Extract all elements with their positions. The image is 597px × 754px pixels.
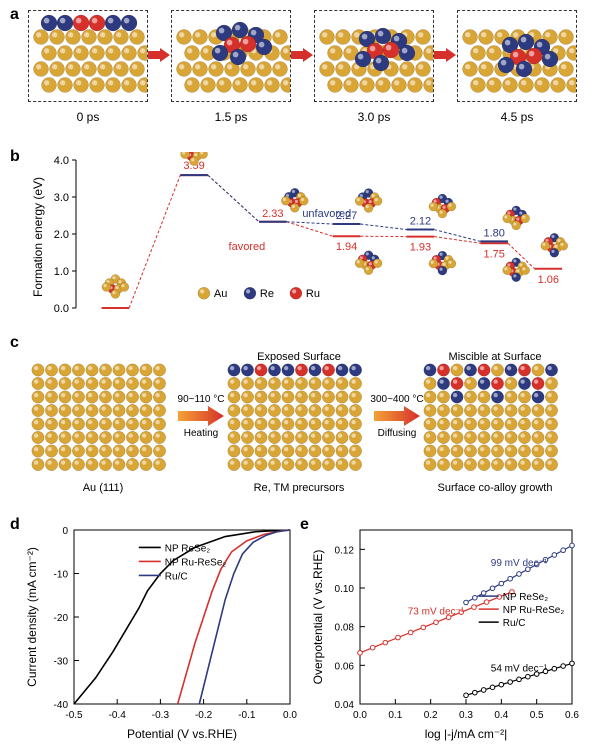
- sim-frame-3: [457, 10, 577, 102]
- svg-text:0.06: 0.06: [335, 661, 355, 672]
- svg-text:NP Ru-ReSe₂: NP Ru-ReSe₂: [165, 557, 227, 568]
- svg-text:1.75: 1.75: [483, 248, 504, 260]
- svg-text:Miscible at Surface: Miscible at Surface: [449, 352, 542, 363]
- svg-text:-0.5: -0.5: [65, 710, 83, 721]
- svg-text:3.0: 3.0: [54, 192, 69, 204]
- svg-text:0.5: 0.5: [530, 710, 544, 721]
- stage-label-0: Au (111): [28, 482, 178, 494]
- svg-text:0.3: 0.3: [459, 710, 473, 721]
- svg-text:2.33: 2.33: [262, 208, 283, 220]
- svg-text:0.08: 0.08: [335, 623, 355, 634]
- svg-text:-10: -10: [54, 570, 69, 581]
- svg-text:-0.3: -0.3: [152, 710, 170, 721]
- svg-text:0: 0: [62, 526, 68, 537]
- svg-text:Formation energy (eV): Formation energy (eV): [31, 177, 45, 297]
- lattice-0: [28, 352, 178, 484]
- panel-b: 0.01.02.03.04.0Formation energy (eV)3.59…: [28, 152, 576, 322]
- svg-text:0.6: 0.6: [565, 710, 579, 721]
- svg-text:1.06: 1.06: [538, 274, 559, 286]
- svg-text:1.80: 1.80: [483, 227, 504, 239]
- svg-text:Ru/C: Ru/C: [503, 618, 526, 629]
- svg-text:0.4: 0.4: [494, 710, 508, 721]
- svg-text:Ru: Ru: [306, 288, 320, 300]
- label-c: c: [10, 334, 19, 352]
- svg-text:Current density (mA cm⁻²): Current density (mA cm⁻²): [25, 547, 39, 687]
- svg-text:unfavored: unfavored: [302, 208, 351, 220]
- stage-label-1: Re, TM precursors: [224, 482, 374, 494]
- svg-text:Re: Re: [260, 288, 274, 300]
- arrow-icon: [291, 48, 313, 62]
- svg-text:0.10: 0.10: [335, 584, 355, 595]
- arrow-icon: [148, 48, 170, 62]
- svg-text:log |-j/mA cm⁻²|: log |-j/mA cm⁻²|: [425, 727, 508, 741]
- svg-text:0.12: 0.12: [335, 545, 355, 556]
- svg-text:1.94: 1.94: [336, 241, 357, 253]
- svg-text:1.93: 1.93: [410, 242, 431, 254]
- svg-text:Overpotential (V vs.RHE): Overpotential (V vs.RHE): [311, 550, 325, 685]
- svg-text:Potential (V vs.RHE): Potential (V vs.RHE): [127, 727, 237, 741]
- svg-text:73 mV dec⁻¹: 73 mV dec⁻¹: [408, 606, 465, 617]
- svg-text:NP ReSe₂: NP ReSe₂: [503, 592, 549, 603]
- svg-text:2.0: 2.0: [54, 229, 69, 241]
- time-label-0: 0 ps: [28, 110, 148, 124]
- svg-text:Exposed Surface: Exposed Surface: [257, 352, 341, 363]
- svg-text:99 mV dec⁻¹: 99 mV dec⁻¹: [491, 558, 548, 569]
- arrow2-top: 300~400 °C: [367, 394, 427, 405]
- sim-frame-2: [314, 10, 434, 102]
- label-a: a: [10, 6, 19, 24]
- svg-text:-20: -20: [54, 613, 69, 624]
- time-label-1: 1.5 ps: [171, 110, 291, 124]
- svg-text:0.1: 0.1: [388, 710, 402, 721]
- svg-text:1.0: 1.0: [54, 266, 69, 278]
- panel-c: Au (111) Exposed Surface Re, TM precursors…: [28, 338, 576, 508]
- arrow1-top: 90~110 °C: [171, 394, 231, 405]
- panel-a: 0 ps 1.5 ps 3.0 ps 4.5 ps: [28, 10, 576, 140]
- time-label-2: 3.0 ps: [314, 110, 434, 124]
- svg-text:0.2: 0.2: [424, 710, 438, 721]
- svg-text:Au: Au: [214, 288, 227, 300]
- svg-text:0.0: 0.0: [353, 710, 367, 721]
- label-b: b: [10, 148, 20, 166]
- svg-text:-0.1: -0.1: [238, 710, 256, 721]
- arrow2-bottom: Diffusing: [367, 428, 427, 439]
- svg-text:-0.2: -0.2: [195, 710, 213, 721]
- panel-d: -0.5 -0.4 -0.3 -0.2 -0.1 0.0 -40 -30 -20 -10 0 Pote…: [20, 520, 300, 744]
- svg-text:-30: -30: [54, 657, 69, 668]
- svg-text:favored: favored: [229, 241, 266, 253]
- lattice-1: Exposed Surface: [224, 352, 374, 484]
- stage-label-2: Surface co-alloy growth: [420, 482, 570, 494]
- arrow1-bottom: Heating: [171, 428, 231, 439]
- lattice-2: Miscible at Surface: [420, 352, 570, 484]
- svg-text:NP Ru-ReSe₂: NP Ru-ReSe₂: [503, 605, 565, 616]
- svg-text:4.0: 4.0: [54, 155, 69, 167]
- svg-text:NP ReSe₂: NP ReSe₂: [165, 543, 211, 554]
- svg-text:54 mV dec⁻¹: 54 mV dec⁻¹: [491, 663, 548, 674]
- svg-text:-0.4: -0.4: [109, 710, 127, 721]
- svg-text:2.12: 2.12: [410, 216, 431, 228]
- arrow-icon: [434, 48, 456, 62]
- label-d: d: [10, 516, 20, 534]
- sim-frame-0: [28, 10, 148, 102]
- time-label-3: 4.5 ps: [457, 110, 577, 124]
- svg-text:-40: -40: [54, 700, 69, 711]
- svg-text:0.04: 0.04: [335, 700, 355, 711]
- svg-text:0.0: 0.0: [283, 710, 297, 721]
- svg-text:0.0: 0.0: [54, 303, 69, 315]
- panel-e: 0.0 0.1 0.2 0.3 0.4 0.5 0.6 0.04 0.06 0.08 0.10 0.1…: [306, 520, 582, 744]
- sim-frame-1: [171, 10, 291, 102]
- svg-text:Ru/C: Ru/C: [165, 571, 188, 582]
